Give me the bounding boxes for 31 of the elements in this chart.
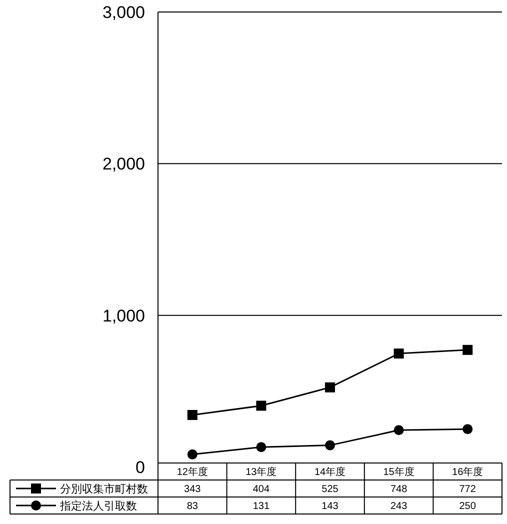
point — [325, 382, 335, 392]
point — [256, 400, 266, 411]
x-tick-label: 15年度 — [383, 466, 414, 478]
data-label: 748 — [390, 484, 408, 495]
point — [256, 442, 266, 452]
y-tick-label: 1,000 — [102, 306, 145, 326]
data-label: 131 — [252, 501, 270, 512]
data-label: 343 — [184, 484, 202, 495]
point — [462, 424, 473, 434]
data-label: 772 — [459, 484, 476, 495]
x-tick-label: 14年度 — [314, 466, 346, 478]
point — [394, 425, 404, 436]
point — [394, 348, 404, 359]
y-tick-label: 2,000 — [102, 154, 145, 174]
data-label: 250 — [459, 501, 476, 512]
x-tick-label: 13年度 — [246, 466, 277, 478]
data-label: 404 — [252, 484, 270, 495]
data-label: 143 — [322, 501, 339, 512]
data-label: 243 — [390, 501, 408, 512]
point — [325, 440, 335, 450]
x-tick-label: 12年度 — [176, 466, 208, 478]
legend-label: 分別収集市町村数 — [60, 482, 148, 496]
x-tick-label: 16年度 — [452, 466, 484, 478]
data-label: 525 — [322, 484, 339, 495]
y-tick-label: 0 — [136, 458, 145, 477]
y-tick-label: 3,000 — [102, 2, 145, 22]
data-label: 83 — [186, 501, 198, 512]
point — [187, 410, 198, 420]
point — [462, 344, 473, 355]
point — [187, 449, 198, 460]
legend-label: 指定法人引取数 — [59, 499, 137, 512]
